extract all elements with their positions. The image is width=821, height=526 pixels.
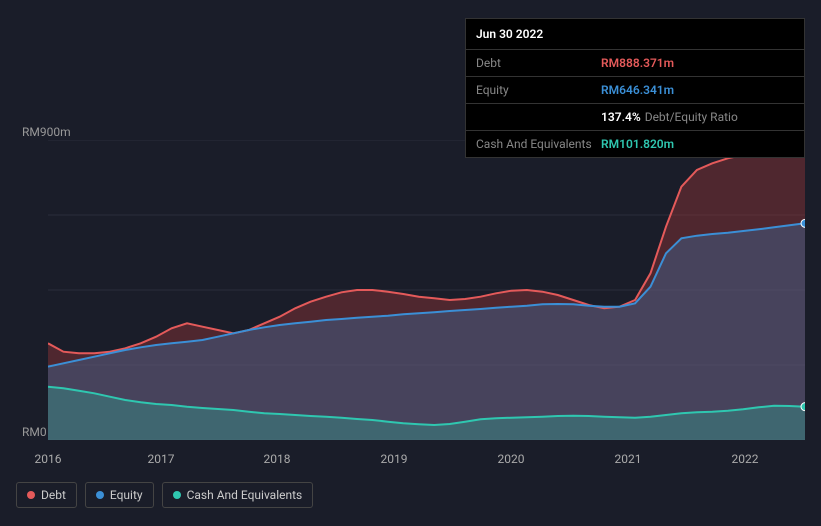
- legend-item-label: Debt: [41, 488, 66, 502]
- xaxis-tick: 2017: [148, 452, 175, 466]
- xaxis-tick: 2021: [615, 452, 642, 466]
- xaxis-tick: 2022: [732, 452, 759, 466]
- legend-item-label: Equity: [110, 488, 143, 502]
- series-end-marker: [801, 403, 805, 411]
- legend: Debt Equity Cash And Equivalents: [16, 482, 313, 508]
- xaxis-tick: 2020: [498, 452, 525, 466]
- tooltip-row: EquityRM646.341m: [466, 77, 804, 104]
- xaxis: 2016201720182019202020212022: [48, 448, 805, 468]
- legend-dot-icon: [173, 491, 181, 499]
- yaxis-top-label: RM900m: [22, 125, 71, 139]
- series-end-marker: [801, 219, 805, 227]
- yaxis-bottom-label: RM0: [22, 425, 47, 439]
- tooltip-row-value: RM888.371m: [601, 56, 674, 70]
- xaxis-tick: 2018: [264, 452, 291, 466]
- tooltip-row-label: Debt: [476, 56, 601, 70]
- tooltip-row-value: 137.4%Debt/Equity Ratio: [601, 110, 738, 124]
- legend-item-cash-and-equivalents[interactable]: Cash And Equivalents: [162, 482, 314, 508]
- tooltip-row-label: Cash And Equivalents: [476, 137, 601, 151]
- tooltip-row: DebtRM888.371m: [466, 50, 804, 77]
- tooltip-row-value: RM101.820m: [601, 137, 674, 151]
- tooltip-row-label: Equity: [476, 83, 601, 97]
- tooltip-row-suffix: Debt/Equity Ratio: [645, 110, 738, 124]
- chart-tooltip: Jun 30 2022 DebtRM888.371mEquityRM646.34…: [465, 18, 805, 158]
- legend-item-debt[interactable]: Debt: [16, 482, 77, 508]
- xaxis-tick: 2016: [35, 452, 62, 466]
- tooltip-row-value: RM646.341m: [601, 83, 674, 97]
- legend-dot-icon: [96, 491, 104, 499]
- legend-dot-icon: [27, 491, 35, 499]
- legend-item-label: Cash And Equivalents: [187, 488, 303, 502]
- legend-item-equity[interactable]: Equity: [85, 482, 154, 508]
- xaxis-tick: 2019: [381, 452, 408, 466]
- chart-plot[interactable]: [48, 140, 805, 440]
- tooltip-row: Cash And EquivalentsRM101.820m: [466, 131, 804, 157]
- tooltip-row: 137.4%Debt/Equity Ratio: [466, 104, 804, 131]
- tooltip-date: Jun 30 2022: [466, 19, 804, 50]
- tooltip-row-label: [476, 110, 601, 124]
